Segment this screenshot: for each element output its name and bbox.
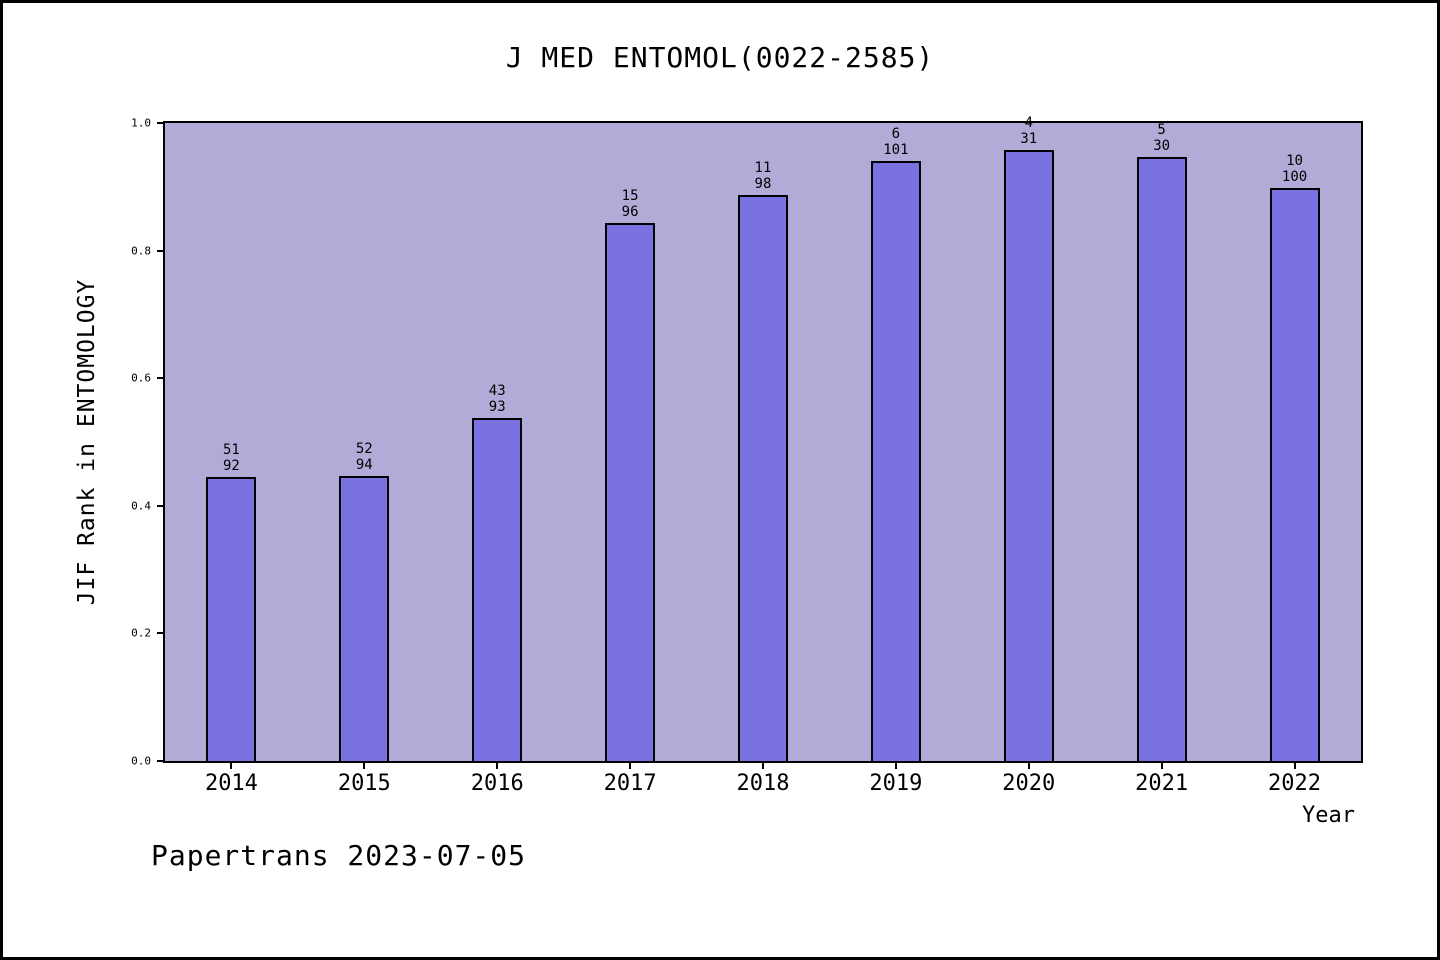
x-tick-mark — [496, 761, 499, 769]
x-tick-mark — [363, 761, 366, 769]
x-tick-label: 2016 — [470, 771, 524, 796]
y-tick-label: 0.6 — [131, 371, 151, 385]
y-tick-mark — [157, 249, 165, 252]
bar-2019 — [870, 161, 921, 761]
bar-slot-2014: 51 92 2014 — [165, 123, 298, 796]
bar-2020 — [1003, 149, 1054, 761]
x-tick-label: 2021 — [1135, 771, 1189, 796]
bar-value-label: 6 101 — [883, 126, 909, 159]
bar-slot-2016: 43 93 2016 — [431, 123, 564, 796]
x-tick-mark — [1293, 761, 1296, 769]
y-tick-mark — [157, 632, 165, 635]
bar-value-label: 10 100 — [1281, 152, 1308, 185]
x-tick-label: 2014 — [204, 771, 258, 796]
x-tick-mark — [894, 761, 897, 769]
x-tick-label: 2020 — [1002, 771, 1056, 796]
bar-2017 — [605, 223, 656, 761]
y-tick-label: 0.2 — [131, 626, 151, 640]
bar-value-label: 52 94 — [355, 440, 373, 473]
y-tick-mark — [157, 122, 165, 124]
bar-2016 — [472, 417, 523, 761]
bar-slot-2021: 5 30 2021 — [1095, 121, 1228, 796]
y-tick-mark — [157, 760, 165, 762]
bar-value-label: 15 96 — [621, 187, 639, 221]
bar-value-label: 11 98 — [754, 159, 772, 193]
x-tick-label: 2022 — [1268, 771, 1322, 796]
x-tick-label: 2018 — [736, 771, 790, 796]
bar-value-label: 4 31 — [1020, 114, 1038, 147]
plot-area: 51 92 2014 52 94 2015 43 93 2016 15 96 2017 11 9… — [131, 115, 1363, 796]
y-tick-label: 1.0 — [131, 116, 151, 130]
bar-slot-2015: 52 94 2015 — [298, 123, 431, 796]
y-tick-label: 0.0 — [131, 754, 151, 768]
x-tick-mark — [1027, 761, 1030, 769]
chart-title: J MED ENTOMOL(0022-2585) — [505, 41, 935, 74]
x-tick-mark — [230, 761, 233, 769]
y-tick-label: 0.4 — [131, 499, 151, 513]
bar-2015 — [339, 475, 390, 761]
bar-slot-2020: 4 31 2020 — [962, 115, 1095, 796]
bar-2014 — [206, 477, 257, 761]
bar-value-label: 5 30 — [1153, 121, 1171, 154]
y-tick-mark — [157, 377, 165, 380]
bar-slot-2019: 6 101 2019 — [829, 123, 962, 796]
bar-2018 — [737, 195, 788, 761]
x-axis-title: Year — [1302, 803, 1355, 828]
y-tick-label: 0.8 — [131, 244, 151, 258]
watermark-text: Papertrans 2023-07-05 — [151, 839, 527, 872]
bar-2022 — [1269, 188, 1320, 761]
x-tick-mark — [1160, 761, 1163, 769]
bar-slot-2018: 11 98 2018 — [697, 123, 830, 796]
bar-slot-2022: 10 100 2022 — [1228, 123, 1361, 796]
bar-slot-2017: 15 96 2017 — [564, 123, 697, 796]
x-tick-label: 2015 — [337, 771, 391, 796]
bar-value-label: 51 92 — [223, 441, 240, 474]
bar-value-label: 43 93 — [488, 382, 506, 415]
x-tick-label: 2017 — [603, 771, 657, 796]
x-tick-mark — [761, 761, 764, 769]
x-tick-mark — [629, 761, 632, 769]
bar-2021 — [1136, 156, 1187, 761]
y-tick-mark — [157, 504, 165, 507]
y-axis-title: JIF Rank in ENTOMOLOGY — [74, 278, 100, 606]
x-tick-label: 2019 — [869, 771, 923, 796]
